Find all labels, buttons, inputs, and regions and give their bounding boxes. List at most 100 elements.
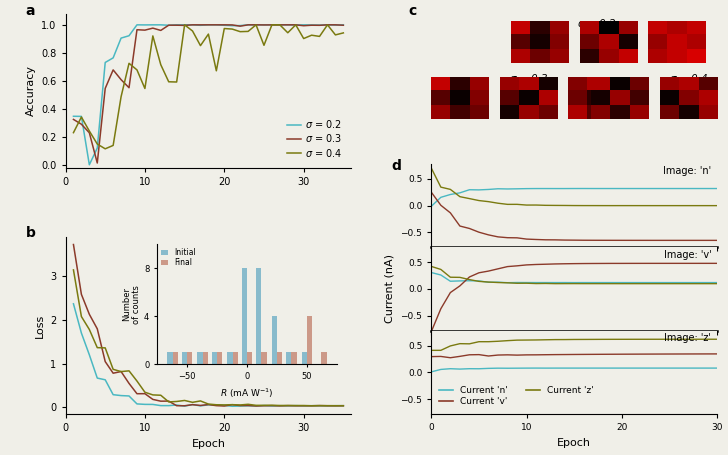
- $\sigma$ = 0.3: [132, 27, 141, 32]
- $\sigma$ = 0.4: [228, 26, 237, 32]
- $\sigma$ = 0.2: [124, 33, 133, 39]
- $\sigma$ = 0.4: [173, 79, 181, 85]
- $\sigma$ = 0.4: [141, 86, 149, 91]
- $\sigma$ = 0.2: [299, 22, 308, 28]
- $\sigma$ = 0.2: [275, 22, 284, 28]
- $\sigma$ = 0.4: [315, 34, 324, 39]
- $\sigma$ = 0.2: [188, 22, 197, 28]
- $\sigma$ = 0.4: [268, 22, 277, 28]
- $\sigma$ = 0.3: [323, 22, 332, 28]
- $\sigma$ = 0.2: [220, 23, 229, 28]
- $\sigma$ = 0.2: [260, 22, 269, 28]
- Text: Image: 'z': Image: 'z': [665, 333, 711, 343]
- $\sigma$ = 0.2: [77, 114, 86, 119]
- $\sigma$ = 0.4: [196, 43, 205, 48]
- $\sigma$ = 0.3: [331, 22, 340, 28]
- $\sigma$ = 0.3: [339, 22, 348, 28]
- $\sigma$ = 0.3: [307, 22, 316, 28]
- $\sigma$ = 0.3: [77, 121, 86, 127]
- $\sigma$ = 0.3: [252, 22, 261, 28]
- $\sigma$ = 0.2: [149, 22, 157, 28]
- $\sigma$ = 0.3: [149, 25, 157, 31]
- $\sigma$ = 0.3: [85, 130, 94, 136]
- $\sigma$ = 0.4: [331, 32, 340, 38]
- $\sigma$ = 0.3: [181, 23, 189, 28]
- $\sigma$ = 0.3: [101, 86, 110, 91]
- $\sigma$ = 0.4: [212, 68, 221, 74]
- $\sigma$ = 0.2: [228, 23, 237, 28]
- Legend: Current 'n', Current 'v', Current 'z': Current 'n', Current 'v', Current 'z': [436, 383, 597, 410]
- $\sigma$ = 0.2: [108, 55, 117, 61]
- Text: $\sigma$ = 0.2: $\sigma$ = 0.2: [577, 17, 617, 29]
- $\sigma$ = 0.2: [252, 22, 261, 28]
- $\sigma$ = 0.3: [69, 116, 78, 122]
- $\sigma$ = 0.3: [275, 22, 284, 28]
- $\sigma$ = 0.2: [85, 162, 94, 167]
- $\sigma$ = 0.4: [69, 130, 78, 136]
- $\sigma$ = 0.2: [307, 22, 316, 28]
- $\sigma$ = 0.2: [69, 114, 78, 119]
- Y-axis label: Current (nA): Current (nA): [385, 254, 395, 324]
- $\sigma$ = 0.2: [236, 23, 245, 28]
- $\sigma$ = 0.2: [244, 22, 253, 28]
- Text: d: d: [392, 159, 401, 173]
- $\sigma$ = 0.2: [283, 22, 292, 28]
- $\sigma$ = 0.2: [204, 22, 213, 28]
- $\sigma$ = 0.3: [244, 22, 253, 28]
- X-axis label: Epoch: Epoch: [557, 438, 591, 448]
- $\sigma$ = 0.4: [204, 31, 213, 37]
- Line: $\sigma$ = 0.4: $\sigma$ = 0.4: [74, 25, 344, 149]
- $\sigma$ = 0.2: [116, 35, 125, 41]
- $\sigma$ = 0.3: [268, 22, 277, 28]
- $\sigma$ = 0.3: [220, 22, 229, 28]
- $\sigma$ = 0.4: [275, 22, 284, 28]
- $\sigma$ = 0.2: [331, 22, 340, 28]
- $\sigma$ = 0.4: [339, 30, 348, 35]
- Text: $\sigma$ = 0.3: $\sigma$ = 0.3: [509, 72, 548, 84]
- Y-axis label: Loss: Loss: [35, 313, 44, 338]
- $\sigma$ = 0.4: [149, 33, 157, 39]
- $\sigma$ = 0.4: [116, 94, 125, 100]
- Text: Image: 'n': Image: 'n': [663, 167, 711, 177]
- $\sigma$ = 0.4: [252, 22, 261, 28]
- Text: c: c: [408, 4, 416, 18]
- Text: $\sigma$ = 0.4: $\sigma$ = 0.4: [669, 72, 708, 84]
- $\sigma$ = 0.4: [132, 67, 141, 73]
- $\sigma$ = 0.3: [93, 160, 102, 166]
- $\sigma$ = 0.2: [173, 22, 181, 28]
- $\sigma$ = 0.2: [196, 23, 205, 28]
- $\sigma$ = 0.4: [77, 114, 86, 120]
- $\sigma$ = 0.3: [196, 22, 205, 28]
- $\sigma$ = 0.2: [132, 22, 141, 28]
- Text: Image: 'v': Image: 'v': [664, 250, 711, 260]
- $\sigma$ = 0.2: [291, 22, 300, 28]
- $\sigma$ = 0.4: [291, 22, 300, 28]
- Text: a: a: [25, 5, 35, 18]
- $\sigma$ = 0.3: [108, 67, 117, 73]
- $\sigma$ = 0.3: [260, 22, 269, 28]
- $\sigma$ = 0.2: [93, 145, 102, 151]
- $\sigma$ = 0.3: [212, 22, 221, 28]
- $\sigma$ = 0.4: [124, 61, 133, 66]
- $\sigma$ = 0.4: [181, 22, 189, 28]
- $\sigma$ = 0.4: [93, 142, 102, 147]
- X-axis label: Epoch: Epoch: [191, 439, 226, 449]
- Y-axis label: Accuracy: Accuracy: [25, 65, 36, 116]
- $\sigma$ = 0.4: [220, 26, 229, 31]
- $\sigma$ = 0.2: [315, 22, 324, 28]
- $\sigma$ = 0.4: [236, 29, 245, 35]
- $\sigma$ = 0.3: [157, 28, 165, 33]
- $\sigma$ = 0.2: [212, 22, 221, 28]
- $\sigma$ = 0.4: [165, 79, 173, 85]
- $\sigma$ = 0.3: [291, 22, 300, 28]
- $\sigma$ = 0.2: [323, 22, 332, 28]
- $\sigma$ = 0.4: [299, 36, 308, 41]
- $\sigma$ = 0.3: [173, 22, 181, 28]
- $\sigma$ = 0.4: [307, 32, 316, 38]
- $\sigma$ = 0.3: [141, 27, 149, 33]
- $\sigma$ = 0.4: [157, 62, 165, 67]
- $\sigma$ = 0.2: [101, 60, 110, 65]
- $\sigma$ = 0.3: [188, 22, 197, 28]
- Legend: $\sigma$ = 0.2, $\sigma$ = 0.3, $\sigma$ = 0.4: $\sigma$ = 0.2, $\sigma$ = 0.3, $\sigma$…: [282, 114, 347, 163]
- $\sigma$ = 0.3: [165, 22, 173, 28]
